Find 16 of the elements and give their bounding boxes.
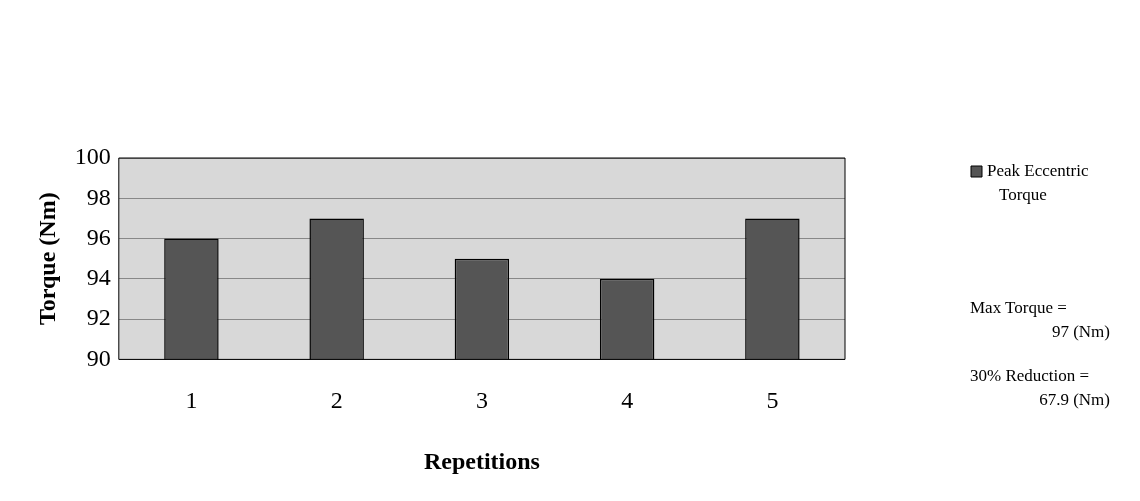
y-tick-label: 92 [86, 304, 111, 331]
y-tick-label: 98 [86, 183, 111, 210]
x-tick-label: 1 [185, 387, 198, 414]
x-tick-label: 3 [475, 387, 488, 414]
y-tick-label: 100 [74, 143, 111, 170]
y-tick-label: 90 [86, 344, 111, 371]
y-tick-label: 94 [86, 264, 111, 291]
x-tick-label: 4 [621, 387, 634, 414]
legend-label: Peak Eccentric Torque [987, 161, 1089, 205]
text: 30% Reduction = 67.9 (Nm) [970, 366, 1110, 410]
y-tick-label: 96 [86, 223, 111, 250]
y-axis-title: Torque (Nm) [33, 192, 60, 326]
x-tick-label: 2 [330, 387, 343, 414]
x-tick-label: 5 [766, 387, 779, 414]
text: Max Torque = 97 (Nm) [970, 298, 1110, 342]
x-axis-title: Repetitions [423, 447, 540, 474]
